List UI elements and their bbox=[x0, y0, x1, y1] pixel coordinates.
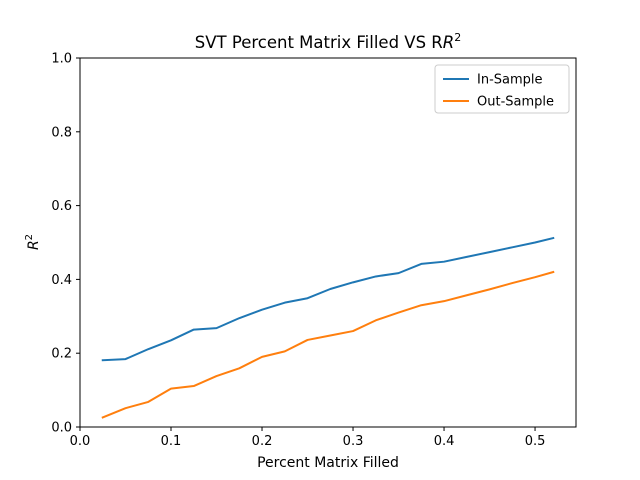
x-tick-label: 0.4 bbox=[434, 434, 455, 449]
y-tick-label: 0.6 bbox=[51, 199, 72, 214]
x-axis-label: Percent Matrix Filled bbox=[257, 455, 399, 471]
x-tick-label: 0.0 bbox=[70, 434, 91, 449]
axis-ticks: 0.0 0.1 0.2 0.3 0.4 0.5 0.0 0.2 0.4 0.6 0.8 1.0 bbox=[51, 52, 545, 450]
x-tick-label: 0.3 bbox=[343, 434, 364, 449]
series-lines bbox=[101, 236, 555, 419]
y-tick-label: 0.4 bbox=[51, 273, 72, 288]
legend: In-Sample Out-Sample bbox=[434, 64, 570, 114]
x-tick-label: 0.2 bbox=[252, 434, 273, 449]
x-tick-label: 0.1 bbox=[161, 434, 182, 449]
y-tick-label: 0.2 bbox=[51, 347, 72, 362]
chart-title-superscript: 2 bbox=[454, 31, 461, 44]
x-tick-label: 0.5 bbox=[525, 434, 546, 449]
y-tick-label: 0.0 bbox=[51, 421, 72, 436]
plot-frame bbox=[79, 57, 577, 428]
chart-title-text: SVT Percent Matrix Filled VS R bbox=[195, 33, 443, 52]
chart-title: SVT Percent Matrix Filled VS RR2 bbox=[195, 31, 461, 52]
y-axis-label-text: R bbox=[26, 240, 42, 250]
chart-title-r: R bbox=[443, 33, 454, 52]
y-axis-label-superscript: 2 bbox=[24, 234, 35, 240]
y-tick-label: 0.8 bbox=[51, 125, 72, 140]
legend-label: In-Sample bbox=[477, 73, 543, 88]
y-tick-label: 1.0 bbox=[51, 52, 72, 67]
legend-label: Out-Sample bbox=[477, 95, 554, 110]
series-line-out-sample bbox=[101, 270, 555, 419]
series-line-in-sample bbox=[101, 236, 555, 362]
y-axis-label: R2 bbox=[24, 234, 42, 250]
